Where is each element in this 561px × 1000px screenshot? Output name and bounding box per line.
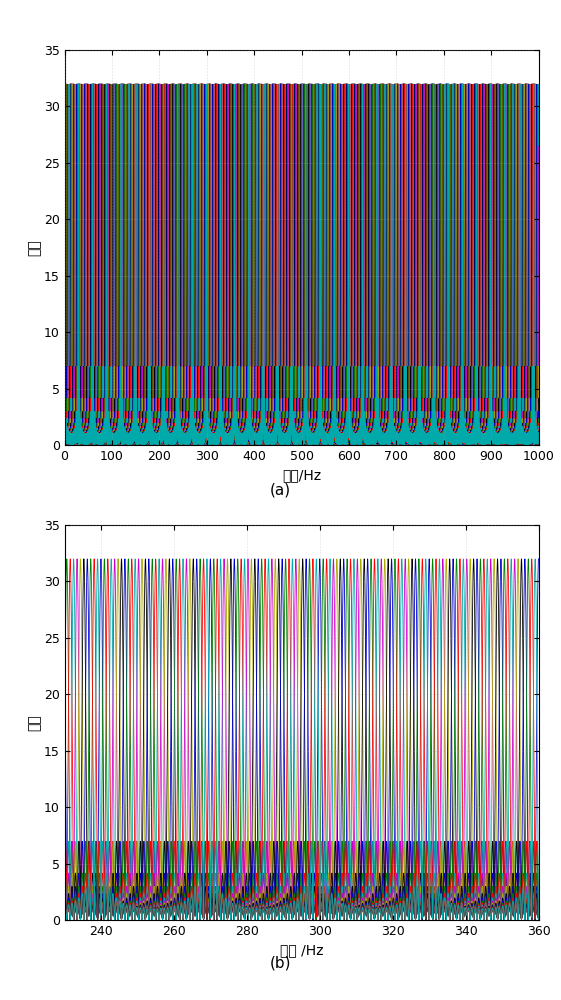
X-axis label: 频率/Hz: 频率/Hz (282, 468, 321, 482)
Text: (b): (b) (270, 956, 291, 970)
Text: (a): (a) (270, 483, 291, 497)
X-axis label: 频率 /Hz: 频率 /Hz (280, 943, 323, 957)
Y-axis label: 幅度: 幅度 (27, 714, 41, 731)
Y-axis label: 幅度: 幅度 (27, 239, 41, 256)
